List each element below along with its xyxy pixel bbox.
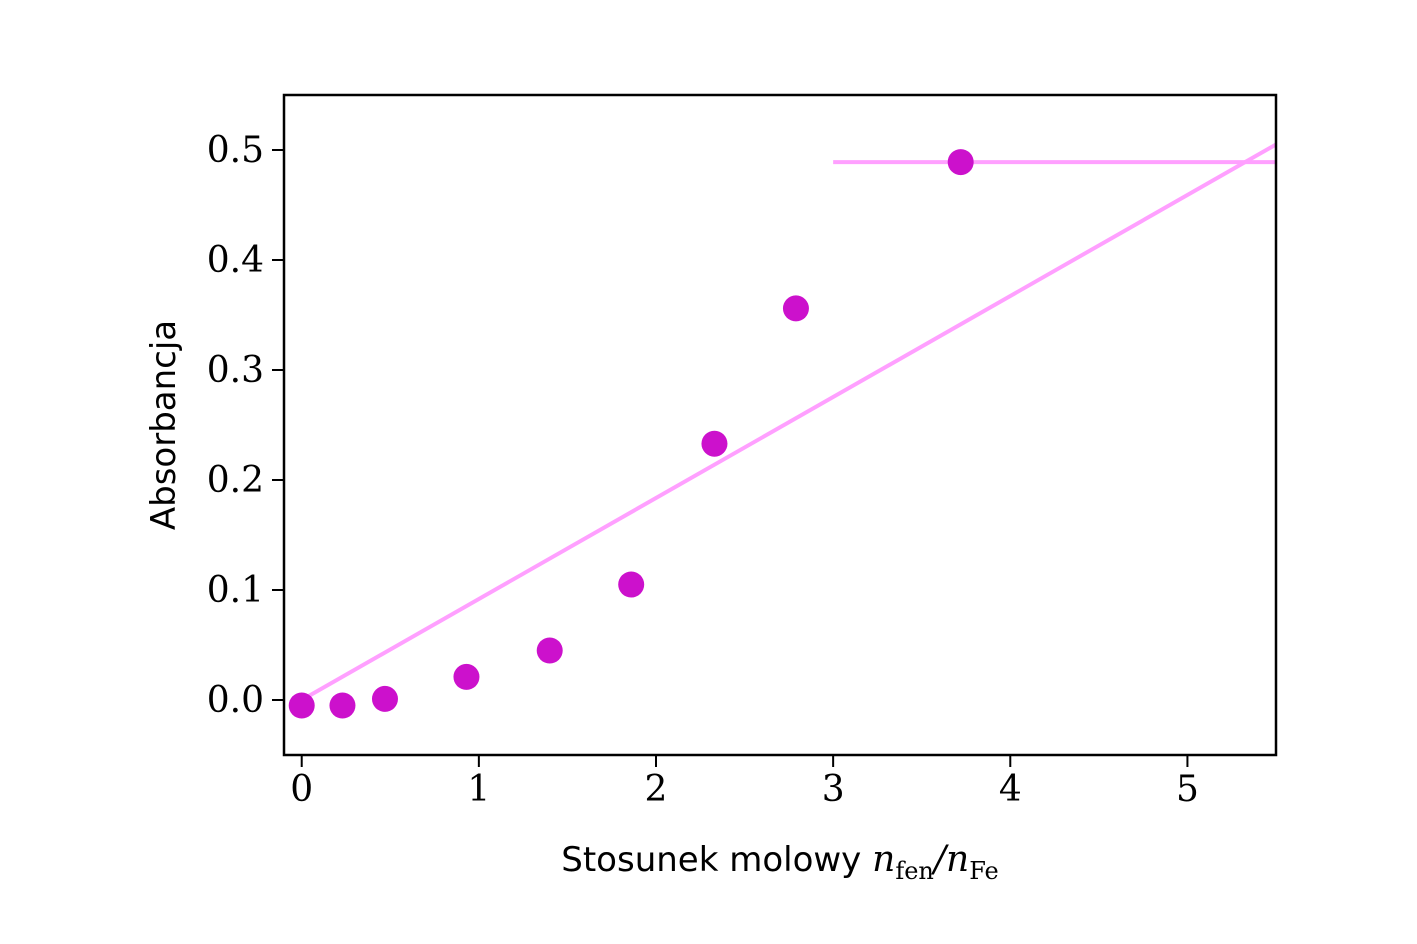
x-axis-label-n1: n (872, 839, 895, 880)
data-point (453, 663, 480, 690)
x-tick-label: 1 (467, 769, 490, 810)
x-axis-label-n2: n (946, 839, 969, 880)
x-axis-label-sub2: Fe (969, 857, 999, 885)
y-tick-label: 0.0 (207, 680, 264, 721)
x-axis-label-sub1: fen (895, 857, 934, 885)
y-tick-label: 0.5 (207, 130, 264, 171)
y-tick-label: 0.4 (207, 240, 264, 281)
x-tick-label: 2 (645, 769, 668, 810)
chart-marks (288, 142, 1276, 719)
data-point (947, 149, 974, 176)
axis-ticks: 0 1 2 3 4 5 0.0 0.1 0.2 0.3 0.4 0.5 (207, 130, 1199, 810)
x-axis-label: Stosunek molowy nfen/nFe (561, 839, 998, 885)
y-axis-label: Absorbancja (144, 320, 184, 530)
data-point (701, 430, 728, 457)
data-point (371, 685, 398, 712)
y-tick-label: 0.3 (207, 350, 264, 391)
x-tick-label: 4 (999, 769, 1022, 810)
x-axis-label-slash: / (931, 839, 950, 880)
data-point (329, 692, 356, 719)
y-tick-label: 0.1 (207, 570, 264, 611)
x-axis-label-text: Stosunek molowy (561, 840, 872, 880)
data-point (288, 692, 315, 719)
x-tick-label: 0 (290, 769, 313, 810)
y-tick-label: 0.2 (207, 460, 264, 501)
axes-frame (282, 93, 1278, 757)
data-point (782, 295, 809, 322)
series-line-1 (300, 142, 1276, 702)
x-tick-label: 5 (1176, 769, 1199, 810)
data-point (618, 571, 645, 598)
data-point (536, 637, 563, 664)
x-tick-label: 3 (822, 769, 845, 810)
